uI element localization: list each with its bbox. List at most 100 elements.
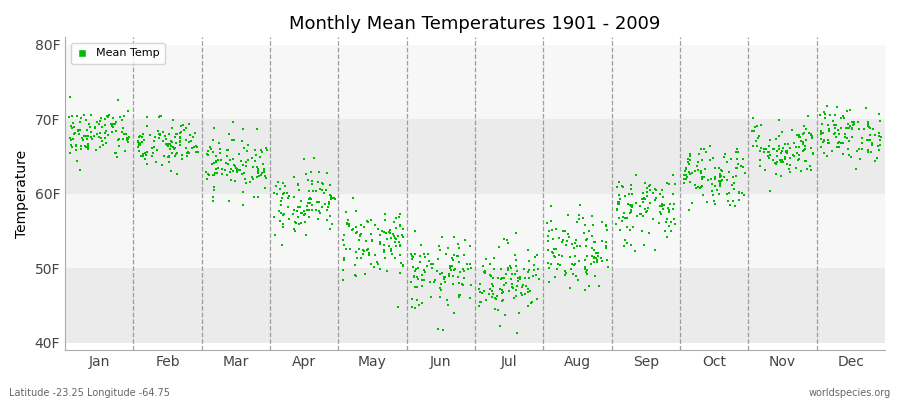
Point [436,276,451,282]
Point [541,232,555,239]
Point [485,288,500,294]
Point [63,94,77,101]
Point [405,264,419,270]
Point [441,244,455,251]
Point [218,167,232,173]
Point [628,200,643,206]
Point [106,124,121,131]
Point [562,212,576,218]
Point [599,227,614,234]
Point [104,123,119,129]
Point [220,153,234,159]
Point [87,124,102,130]
Point [712,191,726,197]
Point [837,114,851,121]
Point [577,230,591,236]
Point [451,253,465,259]
Point [358,271,373,277]
Point [792,134,806,140]
Point [214,157,229,163]
Point [165,150,179,156]
Point [292,204,307,210]
Point [447,266,462,273]
Point [849,166,863,172]
Point [806,150,820,156]
Point [85,134,99,140]
Point [654,210,669,217]
Point [65,144,79,150]
Point [336,237,350,244]
Point [649,194,663,201]
Point [121,108,135,114]
Point [99,140,113,146]
Point [315,186,329,193]
Point [637,180,652,186]
Point [114,129,129,135]
Point [274,210,288,216]
Point [472,281,487,288]
Point [212,150,227,156]
Point [163,146,177,153]
Point [578,287,592,293]
Point [463,295,477,302]
Point [287,226,302,232]
Point [305,181,320,187]
Point [313,186,328,192]
Point [410,284,425,290]
Point [774,150,788,156]
Point [327,195,341,202]
Point [639,193,653,200]
Point [619,240,634,246]
Point [861,124,876,130]
Point [409,265,423,272]
Point [838,124,852,131]
Point [395,225,410,232]
Point [250,125,265,132]
Point [498,312,512,318]
Point [245,174,259,180]
Point [760,153,775,159]
Point [776,145,790,151]
Point [544,261,558,267]
Point [789,165,804,172]
Point [342,223,356,229]
Point [695,176,709,182]
Point [565,261,580,267]
Point [562,234,577,240]
Point [104,121,118,127]
Point [509,268,524,274]
Point [132,134,147,140]
Point [821,137,835,144]
Point [343,246,357,252]
Point [119,131,133,137]
Point [820,152,834,159]
Point [725,198,740,204]
Point [337,257,351,263]
Point [640,189,654,196]
Point [158,136,173,142]
Point [94,124,109,130]
Point [585,233,599,239]
Point [522,267,536,273]
Point [700,199,715,206]
Point [479,256,493,262]
Point [522,275,536,282]
Point [291,182,305,188]
Point [794,167,808,174]
Point [392,222,407,229]
Point [78,143,93,149]
Point [634,210,648,217]
Point [551,260,565,267]
Point [312,169,327,176]
Point [258,185,273,191]
Point [722,169,736,176]
Point [417,250,431,257]
Point [648,247,662,254]
Point [629,213,643,220]
Point [361,219,375,225]
Point [415,277,429,284]
Point [65,112,79,119]
Point [76,133,91,139]
Point [814,144,828,150]
Point [496,289,510,295]
